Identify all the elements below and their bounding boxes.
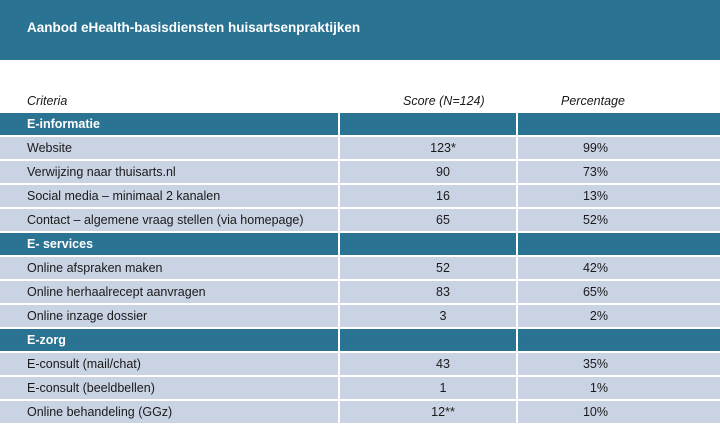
percentage-cell: 35%	[516, 353, 720, 377]
table-title: Aanbod eHealth-basisdiensten huisartsenp…	[27, 20, 361, 35]
section-title: E-zorg	[0, 329, 338, 353]
percentage-cell: 1%	[516, 377, 720, 401]
percentage-cell: 42%	[516, 257, 720, 281]
criteria-cell: E-consult (beeldbellen)	[0, 377, 338, 401]
score-cell: 90	[338, 161, 516, 185]
table-row: Website 123* 99%	[0, 137, 720, 161]
table-row: Online inzage dossier 3 2%	[0, 305, 720, 329]
criteria-cell: Social media – minimaal 2 kanalen	[0, 185, 338, 209]
percentage-cell: 73%	[516, 161, 720, 185]
percentage-cell: 52%	[516, 209, 720, 233]
score-cell: 16	[338, 185, 516, 209]
column-header-row: Criteria Score (N=124) Percentage	[0, 92, 720, 112]
score-cell: 3	[338, 305, 516, 329]
percentage-cell: 13%	[516, 185, 720, 209]
section-row: E-informatie	[0, 113, 720, 137]
section-title: E-informatie	[0, 113, 338, 137]
score-cell: 83	[338, 281, 516, 305]
score-cell: 12**	[338, 401, 516, 425]
criteria-cell: Website	[0, 137, 338, 161]
section-row: E- services	[0, 233, 720, 257]
criteria-cell: Online herhaalrecept aanvragen	[0, 281, 338, 305]
score-cell: 65	[338, 209, 516, 233]
score-cell: 52	[338, 257, 516, 281]
section-title: E- services	[0, 233, 338, 257]
table-row: Online behandeling (GGz) 12** 10%	[0, 401, 720, 425]
table-row: E-consult (beeldbellen) 1 1%	[0, 377, 720, 401]
column-header-percentage: Percentage	[561, 94, 625, 108]
criteria-cell: Online inzage dossier	[0, 305, 338, 329]
column-header-score: Score (N=124)	[403, 94, 485, 108]
title-bar: Aanbod eHealth-basisdiensten huisartsenp…	[0, 0, 720, 60]
criteria-cell: E-consult (mail/chat)	[0, 353, 338, 377]
table-row: Online herhaalrecept aanvragen 83 65%	[0, 281, 720, 305]
table-row: Verwijzing naar thuisarts.nl 90 73%	[0, 161, 720, 185]
criteria-cell: Online behandeling (GGz)	[0, 401, 338, 425]
score-cell: 43	[338, 353, 516, 377]
section-row: E-zorg	[0, 329, 720, 353]
percentage-cell: 10%	[516, 401, 720, 425]
table-row: Contact – algemene vraag stellen (via ho…	[0, 209, 720, 233]
table-row: Online afspraken maken 52 42%	[0, 257, 720, 281]
percentage-cell: 99%	[516, 137, 720, 161]
criteria-cell: Online afspraken maken	[0, 257, 338, 281]
table-row: E-consult (mail/chat) 43 35%	[0, 353, 720, 377]
ehealth-table: E-informatie Website 123* 99% Verwijzing…	[0, 113, 720, 425]
criteria-cell: Verwijzing naar thuisarts.nl	[0, 161, 338, 185]
percentage-cell: 2%	[516, 305, 720, 329]
table-row: Social media – minimaal 2 kanalen 16 13%	[0, 185, 720, 209]
score-cell: 1	[338, 377, 516, 401]
criteria-cell: Contact – algemene vraag stellen (via ho…	[0, 209, 338, 233]
percentage-cell: 65%	[516, 281, 720, 305]
column-header-criteria: Criteria	[27, 94, 68, 108]
score-cell: 123*	[338, 137, 516, 161]
